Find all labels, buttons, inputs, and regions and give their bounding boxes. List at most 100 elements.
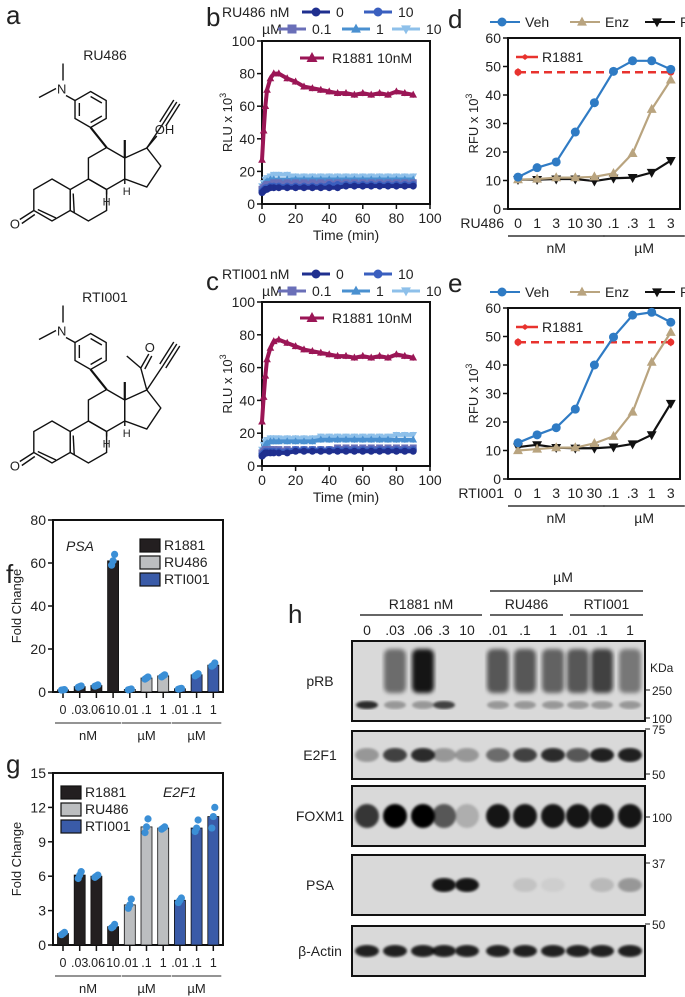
band <box>566 804 590 828</box>
ring-d <box>124 147 162 188</box>
marker-circle <box>667 338 675 346</box>
band <box>618 878 642 892</box>
data-point <box>627 174 638 184</box>
y-axis-label-exponent: 3 <box>464 364 474 369</box>
legend-swatch <box>139 572 161 587</box>
y-tick-label: 12 <box>30 799 46 815</box>
replicate-dot <box>109 557 117 565</box>
panel-label-e: e <box>448 268 462 298</box>
y-axis-label-exponent: 3 <box>464 94 474 99</box>
blot-group-label: RU486 <box>505 596 549 612</box>
x-axis-label: Time (min) <box>313 227 379 243</box>
x-tick-label: 80 <box>389 210 405 226</box>
data-point <box>628 310 638 320</box>
x-tick-label: 1 <box>160 956 167 970</box>
y-tick-label: 20 <box>30 641 46 657</box>
legend-label: R1881 <box>85 784 126 800</box>
data-point <box>665 326 676 336</box>
atom-label: OH <box>155 122 175 137</box>
bar <box>90 875 103 946</box>
marker-triangle <box>351 285 361 295</box>
replicate-dot <box>77 868 85 876</box>
band <box>566 945 590 957</box>
x-tick-label: .1 <box>141 703 151 717</box>
ketone-bond <box>21 455 36 467</box>
y-tick-label: 60 <box>30 555 46 571</box>
band-smear <box>514 649 536 693</box>
data-point <box>570 442 581 452</box>
y-tick-label: 40 <box>239 131 255 147</box>
group-unit-label: µM <box>187 981 205 996</box>
data-point <box>665 399 676 409</box>
panel-label-b: b <box>206 2 220 32</box>
x-tick-label: 20 <box>288 210 304 226</box>
atom-label: H <box>103 439 111 451</box>
bond <box>65 336 76 344</box>
series-enz <box>513 74 676 184</box>
band <box>566 748 590 762</box>
data-point <box>665 156 676 166</box>
x-tick-label: 60 <box>355 210 371 226</box>
marker-triangle-down <box>652 288 662 298</box>
marker-circle <box>514 68 522 76</box>
band <box>542 701 564 709</box>
x-tick-label: 10 <box>568 215 584 231</box>
marker-circle <box>373 7 383 17</box>
protein-label: PSA <box>306 877 335 893</box>
series-veh <box>513 56 676 182</box>
band <box>513 945 537 957</box>
alkyne-bond <box>146 365 164 391</box>
group-unit-label: nM <box>79 728 97 743</box>
x-tick-label: 0 <box>514 215 522 231</box>
replicate-dot <box>127 685 135 693</box>
replicate-dot <box>161 671 169 679</box>
data-point <box>589 171 600 181</box>
x-tick-label: .1 <box>608 215 620 231</box>
y-axis-label: Fold Change <box>9 569 24 643</box>
mw-marker-label: 250 <box>652 684 672 698</box>
structure-name: RTI001 <box>82 289 128 305</box>
band <box>433 701 455 709</box>
replicate-dot <box>193 824 201 832</box>
y-axis-label-text: RFU x 10 <box>466 369 481 424</box>
replicate-dot <box>194 816 202 824</box>
series-b-1 <box>258 182 417 197</box>
legend-unit-nm: nM <box>270 4 289 20</box>
structure-name: RU486 <box>83 47 127 63</box>
x-tick-label: 10 <box>106 956 120 970</box>
y-tick-label: 60 <box>485 300 501 316</box>
y-tick-label: 3 <box>38 903 46 919</box>
alkyne-bond <box>165 103 181 127</box>
aryl-bond <box>89 126 108 149</box>
blot-row-β-actin: β-Actin 50 <box>298 918 666 977</box>
band <box>455 878 479 892</box>
x-tick-label: 40 <box>321 472 337 488</box>
panel-label-d: d <box>448 4 462 34</box>
data-point <box>551 442 562 452</box>
band <box>455 945 479 957</box>
marker-circle <box>497 287 507 297</box>
x-tick-label: .1 <box>191 956 201 970</box>
alkyne-bond <box>159 341 175 365</box>
band <box>590 748 614 762</box>
x-tick-label: 3 <box>667 485 675 501</box>
legend-unit-um: µM <box>262 21 282 37</box>
data-point <box>627 440 638 450</box>
atom-label: H <box>123 186 131 198</box>
y-tick-label: 0 <box>493 201 501 217</box>
methyl-bond <box>126 355 142 369</box>
band-smear <box>487 649 509 693</box>
replicate-dot <box>142 823 151 831</box>
data-point <box>589 98 599 108</box>
band <box>411 748 435 762</box>
replicate-dot <box>60 686 69 694</box>
legend-label: Enz <box>605 284 629 300</box>
bond <box>90 357 103 366</box>
legend-compound: RTI001 <box>222 266 268 282</box>
blot-group-label: RTI001 <box>584 596 630 612</box>
replicate-dot <box>209 812 217 821</box>
x-tick-label: 60 <box>355 472 371 488</box>
